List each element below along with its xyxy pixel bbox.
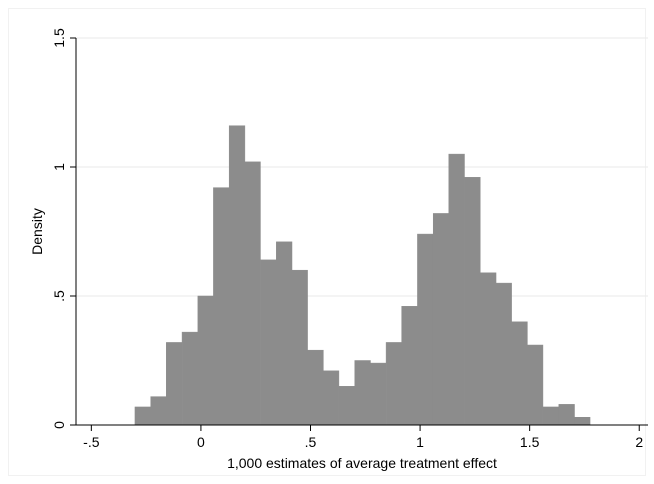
histogram-bar (542, 406, 559, 426)
histogram-bar (574, 417, 591, 426)
histogram-bar (385, 342, 403, 426)
x-tick-label: 2 (635, 434, 643, 450)
x-tick-label: 1 (416, 434, 424, 450)
y-tick-label: 1.5 (51, 28, 67, 48)
histogram-bar (370, 362, 387, 426)
histogram-bar (213, 187, 230, 426)
histogram-bar (228, 125, 246, 426)
gridlines (76, 37, 648, 297)
histogram-bar (244, 161, 261, 426)
histogram-bar (322, 370, 340, 426)
y-tick-label: 1 (51, 163, 67, 171)
histogram-bar (260, 259, 277, 426)
histogram-bar (417, 233, 434, 426)
histogram-bars (134, 125, 591, 426)
histogram-bar (448, 153, 465, 426)
histogram-bar (558, 404, 575, 426)
y-axis-ticks: 0 .5 1 1.5 (51, 28, 76, 429)
histogram-bar (526, 344, 544, 426)
histogram-bar (276, 241, 293, 426)
histogram-bar (511, 321, 528, 426)
x-tick-label: .5 (305, 434, 317, 450)
x-axis-title: 1,000 estimates of average treatment eff… (227, 455, 497, 471)
histogram-bar (338, 386, 355, 426)
histogram-bar (181, 331, 199, 426)
x-axis-ticks: -.5 0 .5 1 1.5 2 (83, 425, 643, 450)
y-tick-label: .5 (51, 290, 67, 302)
histogram-bar (291, 269, 308, 426)
histogram-bar (307, 349, 324, 426)
histogram-bar (401, 306, 418, 426)
histogram-bar (197, 295, 214, 426)
histogram-bar (432, 213, 450, 426)
histogram-bar (134, 406, 151, 426)
histogram-bar (464, 177, 481, 426)
x-tick-label: 1.5 (520, 434, 540, 450)
y-tick-label: 0 (51, 421, 67, 429)
histogram-bar (354, 360, 371, 426)
histogram-bar (495, 282, 512, 426)
x-tick-label: 0 (197, 434, 205, 450)
x-tick-label: -.5 (83, 434, 100, 450)
histogram-bar (166, 342, 183, 426)
histogram-bar (480, 272, 497, 426)
y-axis-title: Density (29, 208, 45, 255)
histogram-bar (150, 396, 167, 426)
